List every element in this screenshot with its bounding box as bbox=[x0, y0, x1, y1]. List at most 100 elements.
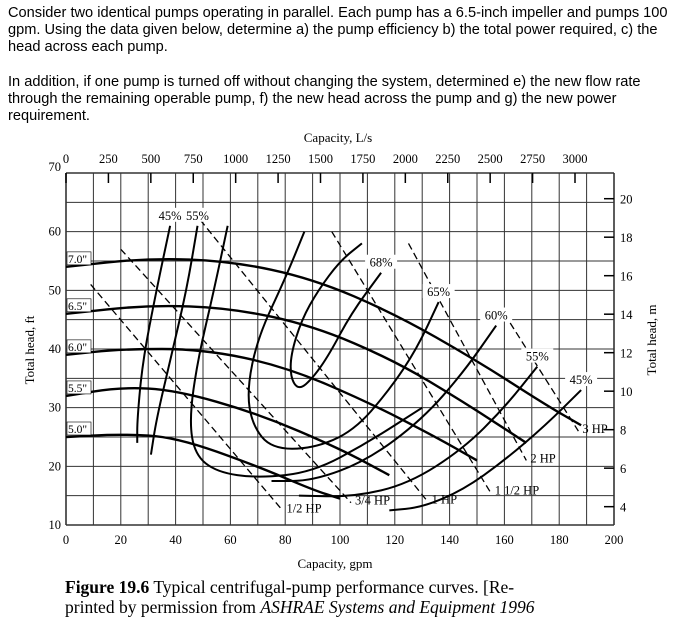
y2-axis-title: Total head, m bbox=[644, 305, 659, 376]
caption-text-a: Typical centrifugal-pump performance cur… bbox=[149, 577, 515, 597]
y2-tick-label: 10 bbox=[620, 385, 633, 399]
x2-tick-label: 1500 bbox=[308, 152, 333, 166]
caption-text-b: printed by permission from bbox=[65, 597, 261, 617]
impeller-head-curve bbox=[65, 304, 527, 444]
x-axis-title: Capacity, gpm bbox=[298, 556, 373, 571]
x-tick-label: 100 bbox=[331, 533, 350, 547]
x-tick-label: 180 bbox=[550, 533, 569, 547]
x2-tick-label: 2250 bbox=[435, 152, 460, 166]
x2-tick-label: 1750 bbox=[350, 152, 375, 166]
impeller-label-box bbox=[66, 298, 92, 313]
x-tick-label: 0 bbox=[63, 533, 69, 547]
y2-tick-label: 8 bbox=[620, 424, 626, 438]
power-line bbox=[120, 248, 352, 504]
x2-tick-label: 2000 bbox=[393, 152, 418, 166]
power-line bbox=[199, 219, 429, 502]
efficiency-curve bbox=[271, 324, 497, 482]
x-tick-label: 60 bbox=[224, 533, 237, 547]
x2-tick-label: 1000 bbox=[223, 152, 248, 166]
efficiency-curve bbox=[289, 242, 382, 389]
y2-tick-label: 18 bbox=[620, 231, 633, 245]
label-background bbox=[365, 254, 398, 269]
impeller-size-label: 5.0" bbox=[68, 424, 87, 436]
x2-axis-title: Capacity, L/s bbox=[304, 130, 372, 145]
efficiency-curve bbox=[149, 225, 199, 455]
impeller-label-box bbox=[66, 251, 92, 266]
x2-tick-label: 0 bbox=[63, 152, 69, 166]
efficiency-label: 45% bbox=[159, 209, 182, 223]
y-tick-label: 60 bbox=[49, 225, 62, 239]
x-tick-label: 160 bbox=[495, 533, 514, 547]
x-tick-label: 120 bbox=[385, 533, 404, 547]
y-axis-title: Total head, ft bbox=[22, 315, 37, 384]
power-line-label: 2 HP bbox=[530, 451, 555, 465]
efficiency-curve bbox=[136, 225, 172, 443]
y-tick-label: 50 bbox=[49, 283, 62, 297]
impeller-size-label: 6.5" bbox=[68, 301, 87, 313]
x2-tick-label: 2500 bbox=[478, 152, 503, 166]
impeller-label-box bbox=[66, 421, 92, 436]
power-line bbox=[407, 243, 527, 461]
axis-labels: 0 20 40 60 80 100 120 140 160 180 2001020304050607… bbox=[49, 152, 634, 547]
impeller-head-curve bbox=[65, 433, 341, 500]
efficiency-label: 60% bbox=[485, 309, 508, 323]
efficiency-curve bbox=[389, 389, 582, 512]
y2-tick-label: 20 bbox=[620, 193, 633, 207]
y-tick-label: 20 bbox=[49, 459, 62, 473]
power-line-label: 1/2 HP bbox=[286, 501, 321, 515]
efficiency-label: 68% bbox=[370, 256, 393, 270]
efficiency-label: 45% bbox=[570, 373, 593, 387]
label-background bbox=[422, 284, 455, 299]
y-tick-label: 30 bbox=[49, 401, 62, 415]
efficiency-label: 55% bbox=[186, 209, 209, 223]
caption-source: ASHRAE Systems and Equipment 1996 bbox=[260, 597, 535, 617]
y2-tick-label: 14 bbox=[620, 308, 633, 322]
x-tick-label: 200 bbox=[605, 533, 624, 547]
impeller-size-label: 5.5" bbox=[68, 383, 87, 395]
caption-label: Figure 19.6 bbox=[65, 577, 150, 597]
label-background bbox=[565, 372, 598, 387]
question-paragraph-1: Consider two identical pumps operating i… bbox=[8, 5, 668, 55]
figure-caption: Figure 19.6 Typical centrifugal-pump per… bbox=[65, 577, 665, 617]
x-tick-label: 80 bbox=[279, 533, 292, 547]
x-tick-label: 140 bbox=[440, 533, 459, 547]
y2-tick-label: 4 bbox=[620, 501, 627, 515]
impeller-head-curve bbox=[65, 387, 390, 477]
x2-tick-label: 2750 bbox=[520, 152, 545, 166]
x2-tick-label: 250 bbox=[99, 152, 118, 166]
y-tick-label: 70 bbox=[49, 160, 62, 174]
efficiency-label: 65% bbox=[427, 285, 450, 299]
x2-tick-label: 3000 bbox=[563, 152, 588, 166]
impeller-label-box bbox=[66, 339, 92, 354]
impeller-size-label: 6.0" bbox=[68, 342, 87, 354]
label-background bbox=[154, 207, 187, 222]
impeller-size-label: 7.0" bbox=[68, 254, 87, 266]
y-tick-label: 10 bbox=[49, 518, 62, 532]
power-line-label: 3/4 HP bbox=[355, 494, 390, 508]
impeller-head-curve bbox=[65, 257, 582, 427]
label-background bbox=[181, 207, 214, 222]
impeller-label-box bbox=[66, 380, 92, 395]
power-line bbox=[90, 284, 283, 511]
y2-tick-label: 12 bbox=[620, 347, 633, 361]
x-tick-label: 20 bbox=[115, 533, 128, 547]
x2-tick-label: 750 bbox=[184, 152, 203, 166]
x2-tick-label: 1250 bbox=[266, 152, 291, 166]
power-line-label: 3 HP bbox=[582, 422, 607, 436]
question-paragraph-2: In addition, if one pump is turned off w… bbox=[8, 74, 641, 124]
power-line bbox=[331, 231, 492, 494]
efficiency-curve bbox=[189, 225, 423, 478]
power-line-label: 1 1/2 HP bbox=[495, 484, 540, 498]
efficiency-curve bbox=[247, 231, 440, 450]
y2-tick-label: 16 bbox=[620, 270, 633, 284]
y-tick-label: 40 bbox=[49, 342, 62, 356]
x2-tick-label: 500 bbox=[141, 152, 160, 166]
y2-tick-label: 6 bbox=[620, 462, 626, 476]
impeller-head-curve bbox=[65, 347, 478, 462]
efficiency-label: 55% bbox=[526, 350, 549, 364]
label-background bbox=[521, 348, 554, 363]
label-background bbox=[480, 307, 513, 322]
x-tick-label: 40 bbox=[169, 533, 182, 547]
